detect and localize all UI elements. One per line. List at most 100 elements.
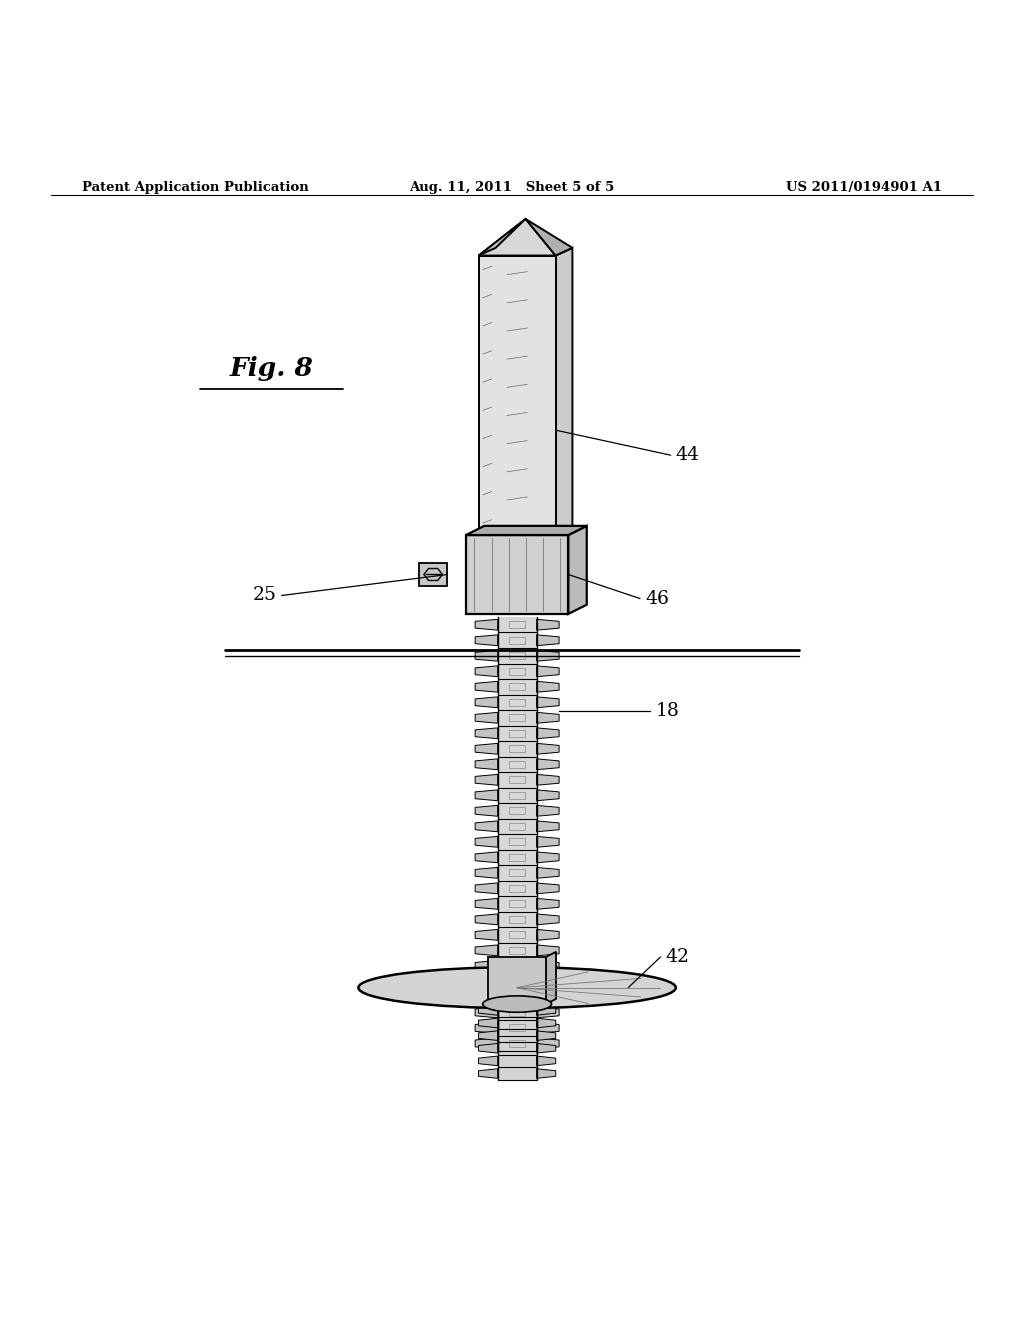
Polygon shape xyxy=(498,834,537,850)
Polygon shape xyxy=(475,619,498,630)
Polygon shape xyxy=(498,694,537,710)
Polygon shape xyxy=(537,635,559,645)
Polygon shape xyxy=(475,867,498,878)
Polygon shape xyxy=(475,899,498,909)
Polygon shape xyxy=(475,945,498,956)
Text: 44: 44 xyxy=(676,446,699,465)
Polygon shape xyxy=(537,1038,559,1049)
Polygon shape xyxy=(498,1005,537,1016)
Polygon shape xyxy=(498,958,537,974)
Polygon shape xyxy=(498,1016,537,1030)
Polygon shape xyxy=(475,805,498,816)
Polygon shape xyxy=(475,727,498,739)
Polygon shape xyxy=(475,851,498,863)
Polygon shape xyxy=(475,1007,498,1018)
Polygon shape xyxy=(475,961,498,972)
Polygon shape xyxy=(537,975,559,987)
Text: 25: 25 xyxy=(253,586,276,605)
Polygon shape xyxy=(498,741,537,756)
Polygon shape xyxy=(537,697,559,708)
Polygon shape xyxy=(479,256,555,537)
Polygon shape xyxy=(478,1031,498,1040)
Polygon shape xyxy=(546,952,556,1005)
Polygon shape xyxy=(488,957,546,1005)
Polygon shape xyxy=(537,805,559,816)
Polygon shape xyxy=(498,772,537,788)
Text: 18: 18 xyxy=(655,702,679,721)
Polygon shape xyxy=(466,535,568,614)
Polygon shape xyxy=(498,1036,537,1051)
Polygon shape xyxy=(537,713,559,723)
Polygon shape xyxy=(475,1038,498,1049)
Polygon shape xyxy=(475,821,498,832)
Polygon shape xyxy=(498,1030,537,1041)
Polygon shape xyxy=(475,775,498,785)
Polygon shape xyxy=(475,697,498,708)
Polygon shape xyxy=(537,837,559,847)
Polygon shape xyxy=(498,678,537,694)
Polygon shape xyxy=(537,913,559,925)
Polygon shape xyxy=(475,975,498,987)
Polygon shape xyxy=(475,759,498,770)
Polygon shape xyxy=(537,727,559,739)
Text: Patent Application Publication: Patent Application Publication xyxy=(82,181,308,194)
Polygon shape xyxy=(537,1023,559,1034)
Polygon shape xyxy=(498,616,537,632)
Polygon shape xyxy=(537,775,559,785)
Polygon shape xyxy=(537,867,559,878)
Polygon shape xyxy=(419,564,447,586)
Polygon shape xyxy=(498,974,537,989)
Polygon shape xyxy=(498,803,537,818)
Polygon shape xyxy=(475,743,498,754)
Polygon shape xyxy=(475,837,498,847)
Text: 46: 46 xyxy=(645,590,669,607)
Polygon shape xyxy=(498,896,537,912)
Polygon shape xyxy=(537,991,559,1002)
Polygon shape xyxy=(498,632,537,648)
Polygon shape xyxy=(475,665,498,677)
Polygon shape xyxy=(537,1044,556,1053)
Polygon shape xyxy=(537,1007,559,1018)
Polygon shape xyxy=(498,648,537,664)
Polygon shape xyxy=(498,818,537,834)
Polygon shape xyxy=(537,789,559,801)
Polygon shape xyxy=(537,1069,556,1078)
Polygon shape xyxy=(537,651,559,661)
Text: 42: 42 xyxy=(666,948,689,966)
Polygon shape xyxy=(498,726,537,741)
Polygon shape xyxy=(537,619,559,630)
Polygon shape xyxy=(537,929,559,940)
Polygon shape xyxy=(475,789,498,801)
Polygon shape xyxy=(478,1018,498,1028)
Polygon shape xyxy=(537,821,559,832)
Polygon shape xyxy=(475,651,498,661)
Polygon shape xyxy=(498,912,537,927)
Polygon shape xyxy=(537,665,559,677)
Text: US 2011/0194901 A1: US 2011/0194901 A1 xyxy=(786,181,942,194)
Polygon shape xyxy=(498,788,537,803)
Polygon shape xyxy=(498,756,537,772)
Polygon shape xyxy=(498,1005,537,1020)
Polygon shape xyxy=(466,525,587,535)
Polygon shape xyxy=(537,883,559,894)
Text: Aug. 11, 2011   Sheet 5 of 5: Aug. 11, 2011 Sheet 5 of 5 xyxy=(410,181,614,194)
Polygon shape xyxy=(537,945,559,956)
Polygon shape xyxy=(498,710,537,726)
Polygon shape xyxy=(475,929,498,940)
Polygon shape xyxy=(498,850,537,865)
Ellipse shape xyxy=(482,995,552,1012)
Polygon shape xyxy=(475,713,498,723)
Polygon shape xyxy=(537,961,559,972)
Polygon shape xyxy=(537,743,559,754)
Polygon shape xyxy=(537,681,559,692)
Polygon shape xyxy=(478,1044,498,1053)
Polygon shape xyxy=(537,851,559,863)
Polygon shape xyxy=(478,1006,498,1015)
Polygon shape xyxy=(525,219,572,256)
Polygon shape xyxy=(498,927,537,942)
Polygon shape xyxy=(498,1055,537,1067)
Polygon shape xyxy=(479,219,555,256)
Polygon shape xyxy=(498,1020,537,1036)
Polygon shape xyxy=(475,883,498,894)
Polygon shape xyxy=(498,865,537,880)
